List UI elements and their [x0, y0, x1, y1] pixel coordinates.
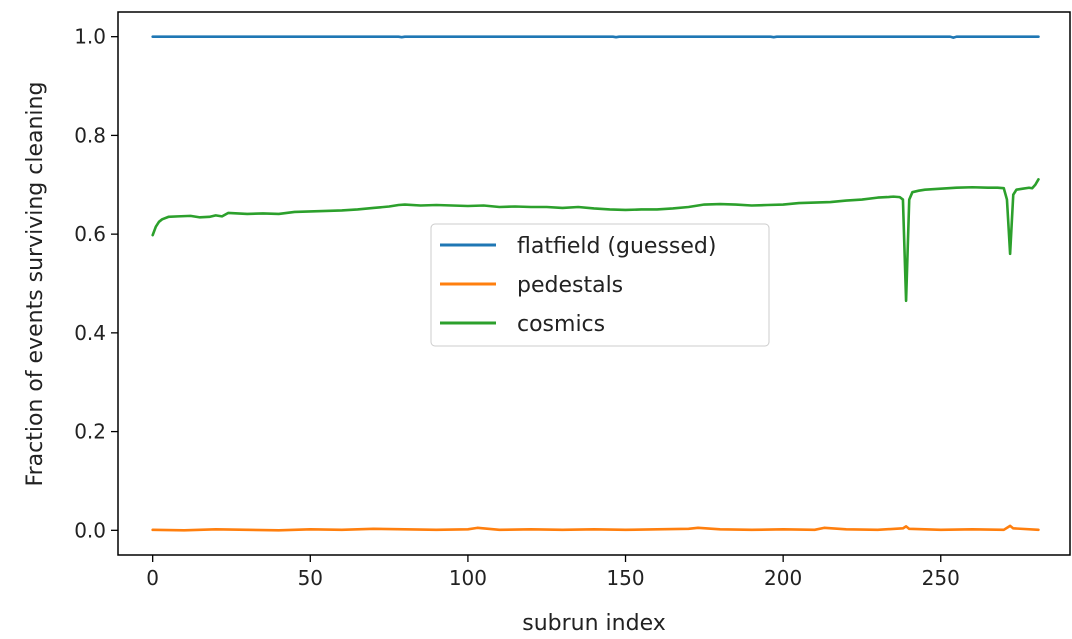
y-tick-label: 0.8	[74, 123, 106, 147]
x-tick-label: 0	[146, 566, 159, 590]
legend-box	[430, 223, 770, 347]
y-tick-label: 0.6	[74, 222, 106, 246]
x-tick-label: 200	[764, 566, 802, 590]
series-line-pedestals	[151, 524, 1040, 532]
x-tick-label: 50	[298, 566, 323, 590]
legend: flatfield (guessed) pedestals cosmics	[430, 223, 770, 347]
x-tick-label: 100	[449, 566, 487, 590]
x-tick-label: 250	[922, 566, 960, 590]
y-tick-label: 0.2	[74, 420, 106, 444]
legend-label-pedestals: pedestals	[517, 273, 623, 298]
series-line-cosmics	[151, 178, 1040, 303]
y-tick-label: 0.4	[74, 321, 106, 345]
tick-layer: 0 50 100 150 200 250 0.0 0.2 0.4 0.6 0.8 1.0	[74, 25, 960, 590]
series-layer	[151, 35, 1040, 532]
legend-label-cosmics: cosmics	[517, 312, 605, 337]
x-tick-label: 150	[606, 566, 644, 590]
x-axis-label: subrun index	[522, 611, 665, 636]
plot-frame	[117, 11, 1071, 556]
y-axis-label: Fraction of events surviving cleaning	[23, 82, 48, 487]
y-tick-label: 0.0	[74, 518, 106, 542]
legend-label-flatfield: flatfield (guessed)	[517, 234, 716, 259]
y-tick-label: 1.0	[74, 25, 106, 49]
series-line-flatfield	[151, 35, 1040, 39]
